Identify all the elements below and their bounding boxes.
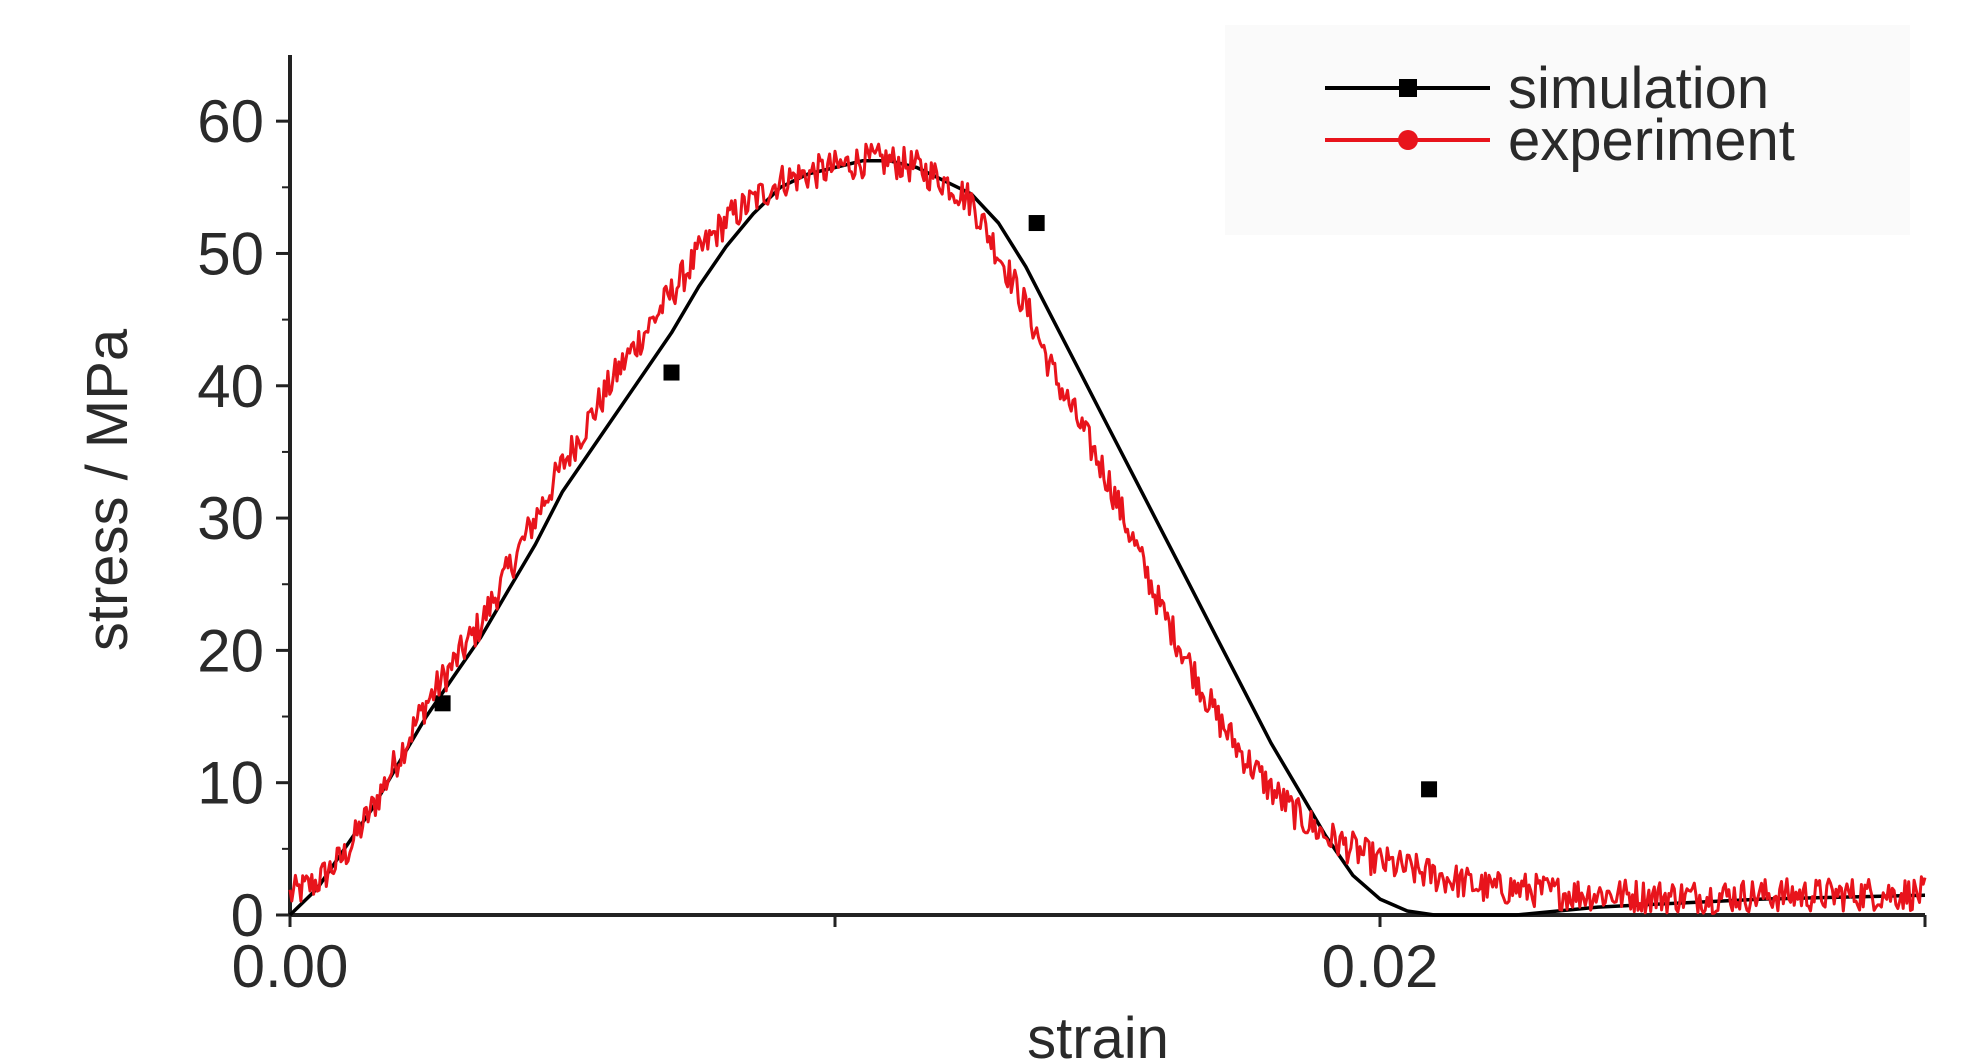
series-marker-simulation bbox=[434, 695, 451, 712]
legend-marker-experiment bbox=[1398, 130, 1418, 150]
series-marker-simulation bbox=[1028, 215, 1045, 232]
legend-background bbox=[1225, 25, 1910, 235]
y-tick-label: 10 bbox=[197, 750, 264, 817]
y-tick-label: 30 bbox=[197, 485, 264, 552]
y-tick-label: 60 bbox=[197, 88, 264, 155]
legend-label-experiment: experiment bbox=[1508, 108, 1795, 173]
x-axis-label: strain bbox=[1027, 1006, 1169, 1063]
series-line-simulation bbox=[288, 159, 1926, 917]
series-layer bbox=[288, 142, 1927, 917]
series-marker-simulation bbox=[663, 364, 680, 381]
y-tick-label: 20 bbox=[197, 617, 264, 684]
series-line-experiment bbox=[288, 142, 1927, 915]
series-marker-simulation bbox=[1421, 781, 1438, 798]
x-tick-label: 0.00 bbox=[232, 933, 349, 1000]
axes: 0 10 20 30 40 50 60 0.00 0.02 bbox=[197, 55, 1927, 1000]
y-tick-label: 40 bbox=[197, 353, 264, 420]
legend-marker-simulation bbox=[1399, 79, 1417, 97]
y-tick-label: 50 bbox=[197, 220, 264, 287]
y-axis-label: stress / MPa bbox=[75, 328, 140, 651]
legend-label-simulation: simulation bbox=[1508, 56, 1769, 121]
y-tick-label: 0 bbox=[231, 882, 264, 949]
x-tick-label: 0.02 bbox=[1322, 933, 1439, 1000]
